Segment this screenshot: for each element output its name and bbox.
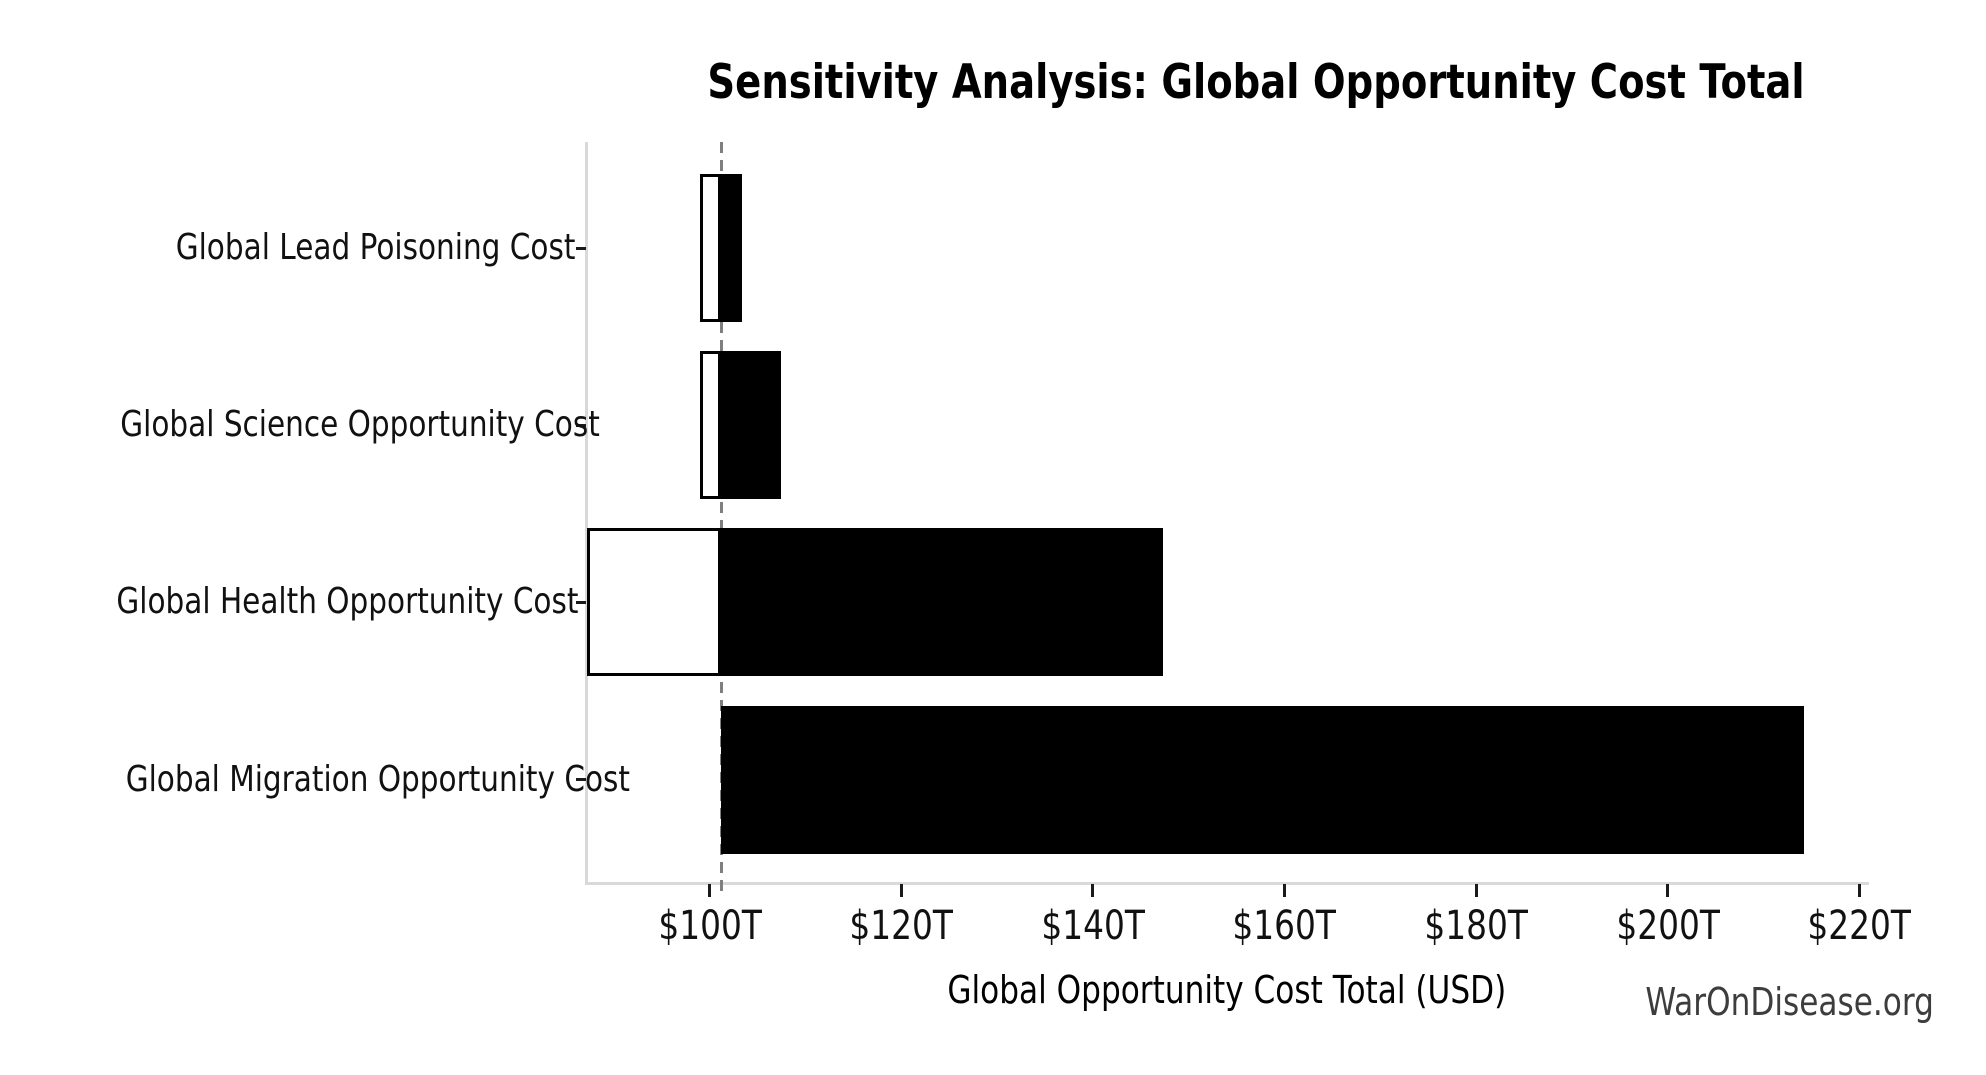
x-tick-mark [899,884,903,897]
x-tick-label-text: $120T [849,903,953,949]
x-tick-mark [1666,884,1670,897]
x-tick-label-text: $220T [1807,903,1912,949]
x-tick-mark [708,884,712,897]
x-axis-label-text: Global Opportunity Cost Total (USD) [947,968,1507,1012]
x-tick-label-text: $100T [657,903,762,949]
y-tick-label-text: Global Health Opportunity Cost [116,581,579,623]
y-tick-label: Global Migration Opportunity Cost [15,756,630,804]
x-tick-mark [1474,884,1478,897]
chart-title-text: Sensitivity Analysis: Global Opportunity… [707,55,1805,110]
bar-high-3 [721,528,1163,677]
y-tick-label: Global Science Opportunity Cost [15,401,600,449]
x-tick-mark [1091,884,1095,897]
x-tick-label-text: $140T [1041,903,1145,949]
x-tick-label: $200T [1568,903,1768,949]
plot-area: Global Lead Poisoning Cost Global Science… [116,142,1911,949]
bar-low-3 [587,528,722,677]
bar-high-1 [721,174,743,322]
x-axis-spine [585,882,1869,885]
bar-low-2 [700,351,722,500]
x-tick-mark [1282,884,1286,897]
bar-low-1 [700,174,722,322]
y-tick-mark [576,778,586,782]
bar-high-4 [721,705,1804,854]
watermark-text: WarOnDisease.org [1645,980,1934,1024]
chart-title: Sensitivity Analysis: Global Opportunity… [587,54,1867,112]
x-tick-label-text: $160T [1232,903,1337,949]
x-tick-mark [1857,884,1861,897]
y-tick-mark [576,246,586,250]
x-tick-label: $140T [993,903,1193,949]
x-tick-label: $180T [1376,903,1576,949]
x-tick-label-text: $180T [1424,903,1528,949]
y-tick-mark [576,423,586,427]
x-tick-label: $220T [1759,903,1959,949]
y-tick-mark [576,600,586,604]
x-tick-label-text: $200T [1615,903,1720,949]
bar-high-2 [721,351,782,500]
y-tick-label-text: Global Migration Opportunity Cost [125,758,630,800]
x-axis-label: Global Opportunity Cost Total (USD) [587,965,1867,1015]
y-tick-label-text: Global Science Opportunity Cost [120,404,600,446]
x-tick-label: $160T [1184,903,1384,949]
watermark: WarOnDisease.org [1582,978,1934,1026]
baseline-dashed-line [719,142,723,896]
y-tick-label: Global Health Opportunity Cost [15,578,579,626]
x-tick-label: $120T [801,903,1001,949]
y-tick-label-text: Global Lead Poisoning Cost [175,227,575,268]
y-axis-spine [585,142,588,884]
x-tick-label: $100T [610,903,810,949]
y-tick-label: Global Lead Poisoning Cost [15,224,575,272]
